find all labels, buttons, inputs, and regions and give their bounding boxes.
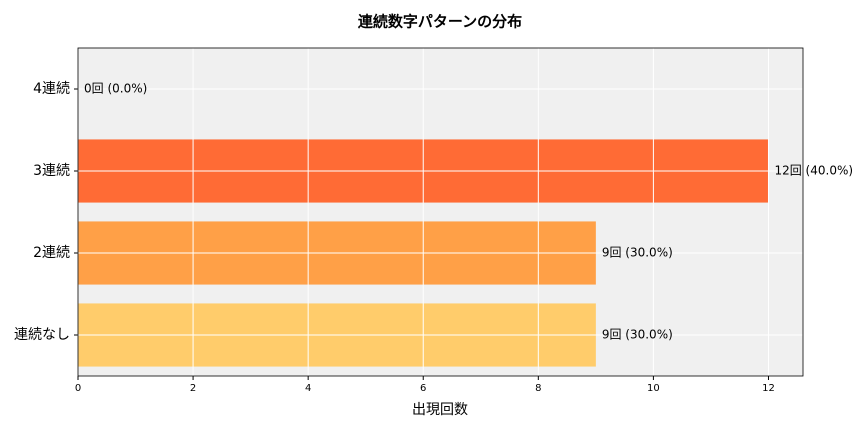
- x-tick-label: 4: [305, 383, 311, 394]
- x-tick-label: 8: [535, 383, 541, 394]
- value-label: 9回 (30.0%): [602, 246, 673, 260]
- x-tick-label: 2: [190, 383, 196, 394]
- plot-frame: [77, 47, 804, 377]
- x-tick-label: 0: [75, 383, 81, 394]
- y-tick-label: 連続なし: [14, 326, 70, 343]
- value-label: 9回 (30.0%): [602, 328, 673, 342]
- x-tick-label: 6: [420, 383, 426, 394]
- chart-title: 連続数字パターンの分布: [358, 13, 522, 31]
- y-tick-label: 3連続: [33, 162, 70, 179]
- value-label: 0回 (0.0%): [84, 82, 147, 96]
- x-axis-label: 出現回数: [412, 402, 468, 418]
- value-label: 12回 (40.0%): [774, 164, 853, 178]
- x-tick-label: 10: [647, 383, 660, 394]
- y-tick-label: 2連続: [33, 244, 70, 261]
- y-tick-label: 4連続: [33, 80, 70, 97]
- x-tick-label: 12: [762, 383, 775, 394]
